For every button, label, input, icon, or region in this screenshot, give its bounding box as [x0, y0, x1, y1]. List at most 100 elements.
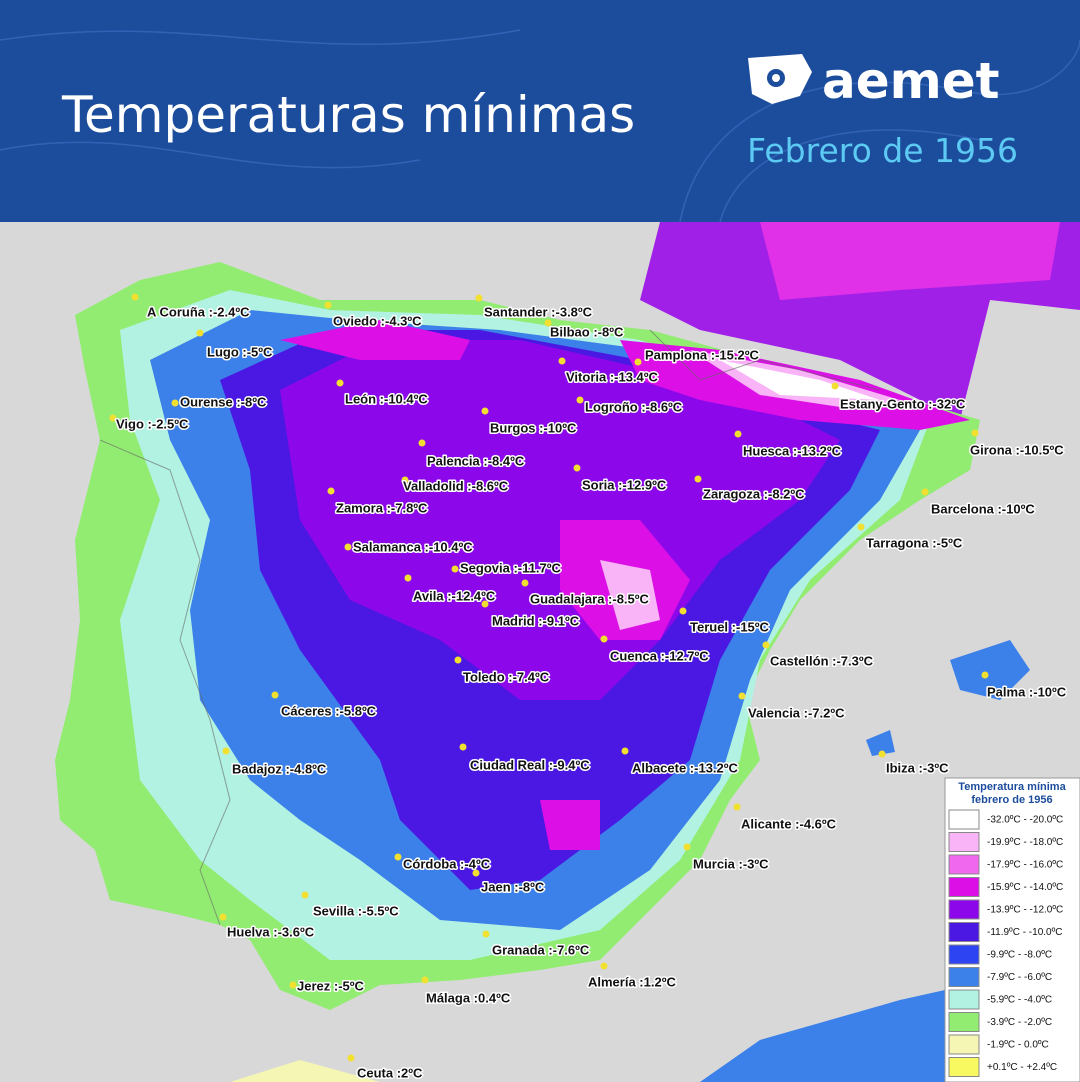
city-label: Sevilla :-5.5ºC — [313, 903, 399, 918]
city-dot — [733, 803, 741, 811]
legend-swatch — [948, 854, 980, 875]
city-label: Palma :-10ºC — [987, 684, 1067, 699]
city-dot — [573, 464, 581, 472]
city-dot — [634, 358, 642, 366]
city-dot — [347, 1054, 355, 1062]
map — [0, 222, 1080, 1082]
legend-swatch — [948, 944, 980, 965]
city-dot — [831, 382, 839, 390]
logo-icon — [748, 54, 812, 104]
city-dot — [600, 962, 608, 970]
city-dot — [394, 853, 402, 861]
legend-label: -19.9ºC - -18.0ºC — [987, 837, 1063, 848]
city-label: Huesca :-13.2ºC — [743, 443, 842, 458]
city-label: Castellón :-7.3ºC — [770, 653, 874, 668]
city-label: Ciudad Real :-9.4ºC — [470, 757, 590, 772]
city-label: Zamora :-7.8ºC — [336, 500, 428, 515]
city-dot — [131, 293, 139, 301]
city-dot — [301, 891, 309, 899]
city-labels: A Coruña :-2.4ºC Oviedo :-4.3ºC Santander … — [109, 293, 1068, 1082]
header-contours — [0, 29, 1080, 223]
city-label: Estany-Gento :-32ºC — [840, 396, 966, 411]
city-dot — [621, 747, 629, 755]
city-dot — [544, 319, 552, 327]
legend-label: -15.9ºC - -14.0ºC — [987, 882, 1063, 893]
city-label: Avila :-12.4ºC — [413, 588, 496, 603]
city-label: Tarragona :-5ºC — [866, 535, 963, 550]
legend-swatch — [948, 922, 980, 942]
city-dot — [219, 913, 227, 921]
city-dot — [418, 439, 426, 447]
legend: Temperatura mínima febrero de 1956 -32.0… — [944, 777, 1080, 1082]
city-dot — [600, 635, 608, 643]
city-label: Toledo :-7.4ºC — [463, 669, 550, 684]
legend-label: -9.9ºC - -8.0ºC — [987, 950, 1052, 961]
city-label: Girona :-10.5ºC — [970, 442, 1064, 457]
city-label: Valencia :-7.2ºC — [748, 705, 845, 720]
city-label: Segovia :-11.7ºC — [460, 560, 561, 575]
city-label: Bilbao :-8ºC — [550, 324, 624, 339]
legend-swatch — [948, 989, 980, 1010]
city-label: Ceuta :2ºC — [357, 1065, 423, 1080]
legend-label: +0.1ºC - +2.4ºC — [987, 1062, 1057, 1073]
city-label: Lugo :-5ºC — [207, 344, 273, 359]
legend-swatch — [948, 832, 980, 852]
city-label: León :-10.4ºC — [345, 391, 428, 406]
legend-swatch — [948, 1034, 980, 1055]
city-label: Valladolid :-8.6ºC — [403, 478, 509, 493]
city-dot — [475, 294, 483, 302]
city-label: Teruel :-15ºC — [690, 619, 770, 634]
city-label: Soria :-12.9ºC — [582, 477, 667, 492]
legend-label: -7.9ºC - -6.0ºC — [987, 972, 1052, 983]
city-label: Ourense :-8ºC — [180, 394, 267, 409]
city-label: Albacete :-13.2ºC — [632, 760, 739, 775]
city-dot — [981, 671, 989, 679]
city-label: Badajoz :-4.8ºC — [232, 761, 327, 776]
city-label: Alicante :-4.6ºC — [741, 816, 837, 831]
legend-swatch — [948, 899, 980, 920]
city-label: Madrid :-9.1ºC — [492, 613, 580, 628]
legend-swatch — [948, 809, 980, 830]
city-dot — [472, 869, 480, 877]
city-dot — [762, 641, 770, 649]
city-label: Cuenca :-12.7ºC — [610, 648, 709, 663]
city-dot — [921, 488, 929, 496]
city-dot — [336, 379, 344, 387]
city-dot — [481, 407, 489, 415]
city-label: Ibiza :-3ºC — [886, 760, 949, 775]
city-label: Burgos :-10ºC — [490, 420, 577, 435]
legend-label: -3.9ºC - -2.0ºC — [987, 1017, 1052, 1028]
city-dot — [521, 579, 529, 587]
legend-title: febrero de 1956 — [971, 794, 1052, 806]
city-dot — [196, 329, 204, 337]
city-dot — [404, 574, 412, 582]
city-label: Huelva :-3.6ºC — [227, 924, 315, 939]
city-label: Almería :1.2ºC — [588, 974, 676, 989]
city-label: Oviedo :-4.3ºC — [333, 313, 422, 328]
city-dot — [694, 475, 702, 483]
city-label: Palencia :-8.4ºC — [427, 453, 525, 468]
city-label: Córdoba :-4ºC — [403, 856, 491, 871]
title: Temperaturas mínimas — [61, 86, 635, 144]
city-label: Jaen :-8ºC — [481, 879, 545, 894]
city-label: Vitoria :-13.4ºC — [566, 369, 659, 384]
city-label: Santander :-3.8ºC — [484, 304, 593, 319]
brand: aemet — [822, 52, 1000, 110]
subtitle: Febrero de 1956 — [747, 131, 1018, 170]
legend-swatch — [948, 1012, 980, 1032]
city-dot — [679, 607, 687, 615]
city-dot — [222, 747, 230, 755]
city-dot — [482, 930, 490, 938]
city-dot — [401, 476, 409, 484]
legend-swatch — [948, 877, 980, 897]
city-dot — [878, 750, 886, 758]
city-dot — [558, 357, 566, 365]
city-dot — [454, 656, 462, 664]
city-dot — [171, 399, 179, 407]
city-label: Jerez :-5ºC — [297, 978, 364, 993]
city-dot — [327, 487, 335, 495]
legend-title: Temperatura mínima — [958, 781, 1066, 793]
header-band — [0, 0, 1080, 222]
city-label: Zaragoza :-8.2ºC — [703, 486, 805, 501]
